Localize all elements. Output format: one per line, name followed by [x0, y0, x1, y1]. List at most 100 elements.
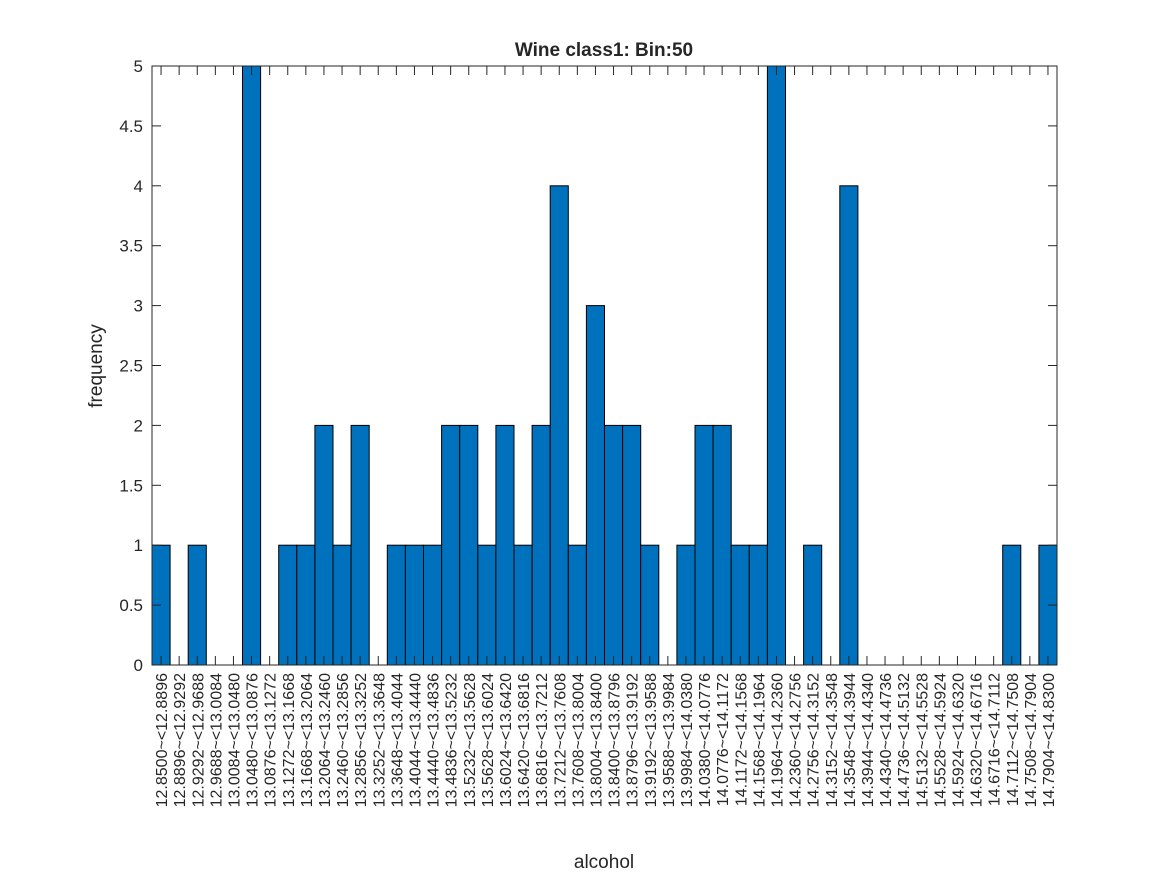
xtick-label-44: 14.5924~<14.6320: [950, 673, 967, 807]
xtick-label-33: 14.1568~<14.1964: [751, 673, 768, 807]
xtick-label-29: 13.9984~<14.0380: [679, 673, 696, 807]
xtick-label-49: 14.7904~<14.8300: [1041, 673, 1058, 807]
xtick-label-39: 14.3944~<14.4340: [860, 673, 877, 807]
ytick-label-1: 0.5: [119, 596, 143, 615]
xtick-label-18: 13.5628~<13.6024: [480, 673, 497, 807]
bar-22: [549, 185, 569, 666]
xtick-label-35: 14.2360~<14.2756: [788, 673, 805, 807]
bar-47: [1002, 544, 1022, 666]
xtick-label-20: 13.6420~<13.6816: [516, 673, 533, 807]
xtick-label-7: 13.1272~<13.1668: [281, 673, 298, 807]
bar-26: [622, 424, 642, 666]
bar-17: [459, 424, 479, 666]
bar-16: [441, 424, 461, 666]
bar-34: [766, 65, 787, 666]
xtick-label-37: 14.3152~<14.3548: [824, 673, 841, 807]
bar-27: [640, 544, 660, 666]
xtick-label-4: 13.0084~<13.0480: [226, 673, 243, 807]
bar-24: [585, 305, 606, 666]
bar-9: [314, 424, 334, 666]
xtick-label-23: 13.7608~<13.8004: [570, 673, 587, 807]
xtick-label-26: 13.8796~<13.9192: [625, 673, 642, 807]
xtick-label-31: 14.0776~<14.1172: [715, 673, 732, 806]
xtick-label-43: 14.5528~<14.5924: [932, 673, 949, 807]
bar-18: [477, 544, 497, 666]
xtick-label-9: 13.2064~<13.2460: [317, 673, 334, 807]
xtick-label-46: 14.6716~<14.7112: [987, 673, 1004, 806]
xtick-label-42: 14.5132~<14.5528: [914, 673, 931, 807]
bar-36: [803, 544, 823, 666]
chart-title: Wine class1: Bin:50: [515, 40, 693, 61]
xtick-label-34: 14.1964~<14.2360: [769, 673, 786, 807]
ytick-label-3: 1.5: [119, 476, 143, 495]
bar-11: [350, 424, 370, 666]
xtick-label-3: 12.9688~<13.0084: [208, 673, 225, 807]
xtick-label-12: 13.3252~<13.3648: [371, 673, 388, 807]
xtick-label-25: 13.8400~<13.8796: [607, 673, 624, 807]
xtick-label-17: 13.5232~<13.5628: [462, 673, 479, 807]
bar-38: [839, 185, 859, 666]
bar-8: [296, 544, 316, 666]
xtick-label-38: 14.3548~<14.3944: [842, 673, 859, 807]
bar-32: [730, 544, 750, 666]
xtick-label-47: 14.7112~<14.7508: [1005, 673, 1022, 806]
bars: [151, 65, 1058, 666]
xtick-label-48: 14.7508~<14.7904: [1023, 673, 1040, 807]
xtick-label-11: 13.2856~<13.3252: [353, 673, 370, 807]
xtick-label-21: 13.6816~<13.7212: [534, 673, 551, 807]
bar-5: [242, 65, 262, 666]
bar-21: [531, 424, 551, 666]
bar-10: [332, 544, 352, 666]
bar-31: [712, 424, 732, 666]
xtick-label-13: 13.3648~<13.4044: [389, 673, 406, 807]
xtick-label-5: 13.0480~<13.0876: [245, 673, 262, 807]
xtick-label-36: 14.2756~<14.3152: [806, 673, 823, 807]
xtick-label-6: 13.0876~<13.1272: [263, 673, 280, 807]
xtick-label-14: 13.4044~<13.4440: [407, 673, 424, 807]
xtick-label-30: 14.0380~<14.0776: [697, 673, 714, 807]
bar-33: [748, 544, 768, 666]
xtick-label-15: 13.4440~<13.4836: [426, 673, 443, 807]
xtick-label-27: 13.9192~<13.9588: [643, 673, 660, 807]
ytick-label-2: 1: [134, 536, 143, 555]
xtick-label-16: 13.4836~<13.5232: [444, 673, 461, 807]
y-tick-labels: 0 0.5 1 1.5 2 2.5 3 3.5 4 4.5 5: [119, 57, 143, 675]
ytick-label-8: 4: [134, 177, 143, 196]
xtick-label-32: 14.1172~<14.1568: [733, 673, 750, 806]
bar-20: [513, 544, 533, 666]
xtick-label-0: 12.8500~<12.8896: [154, 673, 171, 807]
xtick-label-10: 13.2460~<13.2856: [335, 673, 352, 807]
bar-14: [404, 544, 424, 666]
ytick-label-4: 2: [134, 416, 143, 435]
x-axis-label: alcohol: [574, 852, 634, 873]
bar-23: [567, 544, 587, 666]
xtick-label-45: 14.6320~<14.6716: [969, 673, 986, 807]
axis-ticks: [152, 65, 1057, 666]
bar-19: [495, 424, 515, 666]
xtick-label-19: 13.6024~<13.6420: [498, 673, 515, 807]
bar-13: [386, 544, 406, 666]
ytick-label-10: 5: [134, 57, 143, 76]
bar-15: [423, 544, 443, 666]
ytick-label-6: 3: [134, 297, 143, 316]
ytick-label-9: 4.5: [119, 117, 143, 136]
ytick-label-5: 2.5: [119, 357, 143, 376]
ytick-label-0: 0: [134, 656, 143, 675]
xtick-label-22: 13.7212~<13.7608: [552, 673, 569, 807]
bar-30: [694, 424, 714, 666]
ytick-label-7: 3.5: [119, 237, 143, 256]
xtick-label-1: 12.8896~<12.9292: [172, 673, 189, 807]
xtick-label-2: 12.9292~<12.9688: [190, 673, 207, 807]
xtick-label-40: 14.4340~<14.4736: [878, 673, 895, 807]
bar-2: [187, 544, 207, 666]
xtick-label-41: 14.4736~<14.5132: [896, 673, 913, 807]
y-axis-label: frequency: [86, 324, 107, 408]
xtick-label-24: 13.8004~<13.8400: [588, 673, 605, 807]
bar-29: [676, 544, 696, 666]
bar-7: [278, 544, 298, 666]
xtick-label-28: 13.9588~<13.9984: [661, 673, 678, 807]
x-tick-labels: 12.8500~<12.8896 12.8896~<12.9292 12.9292~…: [154, 673, 1058, 807]
bar-25: [604, 424, 624, 666]
xtick-label-8: 13.1668~<13.2064: [299, 673, 316, 807]
